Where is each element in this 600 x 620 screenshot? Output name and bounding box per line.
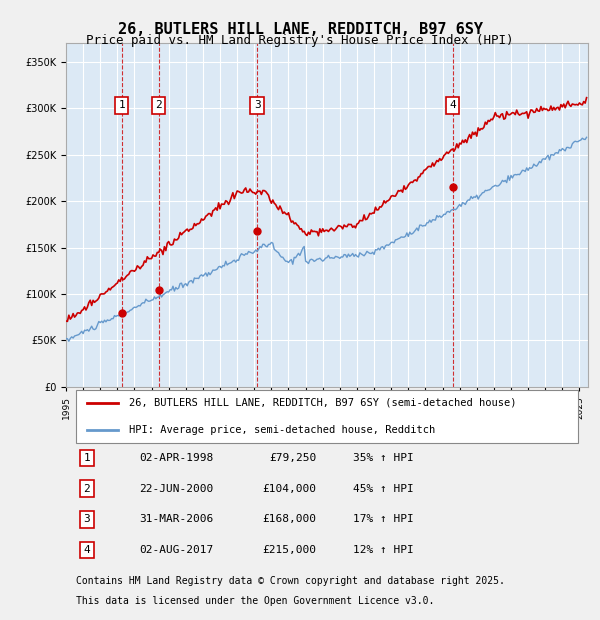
Text: 35% ↑ HPI: 35% ↑ HPI — [353, 453, 414, 463]
Text: Contains HM Land Registry data © Crown copyright and database right 2025.: Contains HM Land Registry data © Crown c… — [76, 576, 505, 586]
Text: 26, BUTLERS HILL LANE, REDDITCH, B97 6SY: 26, BUTLERS HILL LANE, REDDITCH, B97 6SY — [118, 22, 482, 37]
Text: £215,000: £215,000 — [263, 545, 317, 555]
Text: 3: 3 — [254, 100, 260, 110]
Text: £104,000: £104,000 — [263, 484, 317, 494]
Text: 3: 3 — [83, 515, 90, 525]
Text: 22-JUN-2000: 22-JUN-2000 — [139, 484, 214, 494]
Text: 31-MAR-2006: 31-MAR-2006 — [139, 515, 214, 525]
Text: £79,250: £79,250 — [269, 453, 317, 463]
Text: 45% ↑ HPI: 45% ↑ HPI — [353, 484, 414, 494]
Text: 4: 4 — [83, 545, 90, 555]
Text: 17% ↑ HPI: 17% ↑ HPI — [353, 515, 414, 525]
Text: 4: 4 — [449, 100, 456, 110]
Text: This data is licensed under the Open Government Licence v3.0.: This data is licensed under the Open Gov… — [76, 596, 435, 606]
Text: 02-AUG-2017: 02-AUG-2017 — [139, 545, 214, 555]
Text: 1: 1 — [83, 453, 90, 463]
Text: 2: 2 — [155, 100, 162, 110]
Text: 1: 1 — [118, 100, 125, 110]
Text: £168,000: £168,000 — [263, 515, 317, 525]
Text: 26, BUTLERS HILL LANE, REDDITCH, B97 6SY (semi-detached house): 26, BUTLERS HILL LANE, REDDITCH, B97 6SY… — [128, 397, 516, 408]
Text: 12% ↑ HPI: 12% ↑ HPI — [353, 545, 414, 555]
Text: HPI: Average price, semi-detached house, Redditch: HPI: Average price, semi-detached house,… — [128, 425, 435, 435]
Text: Price paid vs. HM Land Registry's House Price Index (HPI): Price paid vs. HM Land Registry's House … — [86, 34, 514, 47]
Text: 02-APR-1998: 02-APR-1998 — [139, 453, 214, 463]
FancyBboxPatch shape — [76, 390, 578, 443]
Text: 2: 2 — [83, 484, 90, 494]
